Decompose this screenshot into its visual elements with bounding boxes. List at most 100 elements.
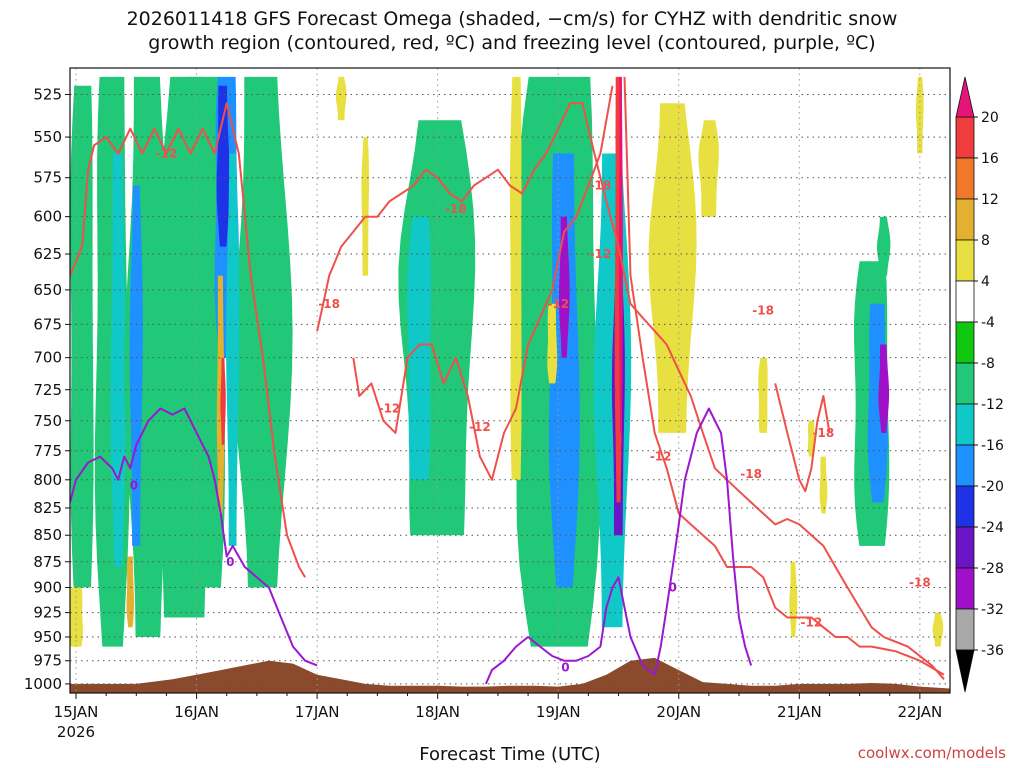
y-tick-label: 975 [33,652,62,670]
omega-descent-region-7 [547,303,558,384]
colorbar-bin [955,526,975,569]
omega-ascent-region-22 [877,216,891,276]
y-tick-label: 900 [33,579,62,597]
y-tick-label: 575 [33,169,62,187]
colorbar: 20 16 12 8 4 -4 -8 -12 -16 -20 -24 -28 -32 -36 [955,76,1004,693]
colorbar-label: 16 [981,151,999,167]
omega-descent-region-11 [698,120,719,217]
colorbar-top-arrow [955,76,975,118]
omega-descent-region-0 [70,587,83,647]
purple-contour-0 [70,407,318,667]
omega-descent-region-3 [220,357,226,445]
purple-contour-label: 0 [226,555,234,569]
colorbar-bin [955,198,975,241]
y-tick-label: 750 [33,412,62,430]
colorbar-label: -4 [981,315,995,331]
x-tick-label: 17JAN [295,703,340,721]
colorbar-label: 20 [981,110,999,126]
red-contour-label: -12 [590,247,612,261]
x-tick-label: 18JAN [415,703,460,721]
chart-title-line-1: 2026011418 GFS Forecast Omega (shaded, −… [126,8,898,30]
red-contour-label: -12 [801,615,823,629]
colorbar-label: -12 [981,397,1004,413]
contour-labels: -12 -18 -12 -18 -12 -12 -18 -12 -18 -12 -18 -18 -18 -… [130,147,931,675]
x-tick-label: 15JAN [54,703,99,721]
chart-title-line-2: growth region (contoured, red, ºC) and f… [148,32,876,54]
dendritic-growth-contours [70,76,945,680]
grid-lines [70,68,950,693]
colorbar-bin [955,567,975,610]
y-tick-label: 550 [33,128,62,146]
colorbar-label: -24 [981,520,1004,536]
colorbar-label: 8 [981,233,990,249]
red-contour-label: -18 [590,179,612,193]
terrain-fill [70,657,950,693]
y-tick-label: 925 [33,604,62,622]
omega-ascent-region-6 [178,76,225,588]
omega-descent-region-16 [932,612,944,647]
red-contour-label: -18 [813,426,835,440]
colorbar-label: -28 [981,561,1004,577]
red-contour-1 [352,85,614,481]
terrain [70,657,950,693]
omega-descent-region-14 [819,456,828,514]
omega-descent-region-10 [648,103,697,433]
colorbar-bin [955,403,975,446]
purple-contour-label: 0 [130,478,138,492]
red-contour-label: -18 [752,304,774,318]
red-contour-label: -12 [469,420,491,434]
y-tick-label: 725 [33,381,62,399]
y-tick-label: 700 [33,349,62,367]
y-tick-label: 1000 [24,675,62,693]
x-tick-label: 20JAN [656,703,701,721]
omega-ascent-region-21 [878,344,890,433]
red-contour-2 [623,76,945,676]
y-tick-label: 525 [33,86,62,104]
y-tick-label: 625 [33,245,62,263]
omega-ascent-region-8 [216,85,230,247]
x-tick-label: 22JAN [897,703,942,721]
y-tick-label: 800 [33,471,62,489]
colorbar-label: 4 [981,274,990,290]
omega-ascent-region-9 [233,76,293,588]
colorbar-bin [955,608,975,651]
colorbar-label: 12 [981,192,999,208]
colorbar-bin [955,321,975,364]
colorbar-label: -16 [981,438,1004,454]
x-tick-label: 21JAN [777,703,822,721]
purple-contour-label: 0 [669,581,677,595]
x-axis: 15JAN 2026 16JAN 17JAN 18JAN 19JAN 20JAN 21JAN 2… [54,693,942,741]
red-contour-label: -12 [379,401,401,415]
colorbar-label: -8 [981,356,995,372]
red-contour-label: -18 [318,297,340,311]
omega-descent-region-12 [758,357,768,433]
omega-ascent-region-10 [226,153,240,546]
x-tick-label: 19JAN [536,703,581,721]
colorbar-label: -36 [981,643,1004,659]
credit-text: coolwx.com/models [857,744,1006,762]
colorbar-bin [955,116,975,159]
colorbar-bin [955,485,975,528]
colorbar-bin [955,239,975,282]
purple-contour-2 [653,407,753,675]
omega-shading [70,76,944,647]
red-contour-label: -12 [156,147,178,161]
red-contour-4 [774,383,831,493]
omega-descent-region-5 [361,137,369,276]
colorbar-bin [955,444,975,487]
omega-ascent-region-12 [407,216,431,480]
y-tick-label: 950 [33,628,62,646]
red-contour-label: -18 [909,575,931,589]
omega-descent-region-15 [789,561,798,637]
y-axis: 525 550 575 600 625 650 675 700 725 750 775 800 825 8… [24,86,70,693]
red-contour-label: -18 [740,467,762,481]
red-contour-0 [70,102,306,578]
colorbar-label: -20 [981,479,1004,495]
colorbar-label: -32 [981,602,1004,618]
y-tick-label: 675 [33,315,62,333]
purple-contour-1 [484,576,656,685]
colorbar-bin [955,280,975,323]
colorbar-bin [955,362,975,405]
y-tick-label: 825 [33,499,62,517]
